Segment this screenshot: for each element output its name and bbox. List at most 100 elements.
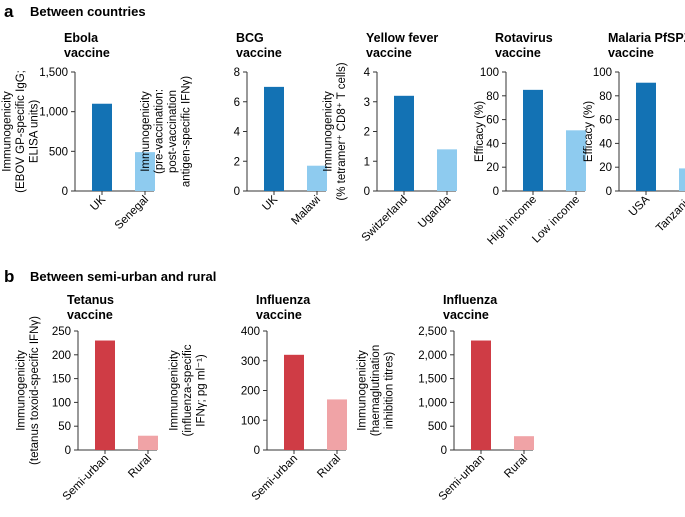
panel-a-header: a Between countries bbox=[4, 2, 146, 21]
category-label: UK bbox=[260, 193, 280, 213]
bar-uk bbox=[264, 86, 284, 191]
chart-title-line: Influenza bbox=[443, 293, 498, 307]
chart-title-line: Rotavirus bbox=[495, 31, 553, 45]
chart-title: Yellow fever vaccine bbox=[366, 31, 438, 60]
chart-title-line: vaccine bbox=[495, 46, 541, 60]
y-axis-label-line: Immunogenicity bbox=[140, 91, 152, 172]
chart-title-line: Malaria PfSPZ bbox=[608, 31, 685, 45]
panel-a-letter: a bbox=[4, 2, 14, 21]
bar-semi-urban bbox=[95, 340, 115, 450]
bar-uk bbox=[92, 103, 112, 191]
y-tick-label: 200 bbox=[241, 386, 260, 398]
y-axis-label-line: Efficacy (%) bbox=[474, 101, 486, 162]
y-tick-label: 0 bbox=[62, 186, 68, 198]
bar-usa bbox=[636, 82, 656, 191]
y-tick-label: 300 bbox=[241, 356, 260, 368]
panel-b-letter: b bbox=[4, 267, 14, 286]
chart-yellow-fever: Yellow fever vaccine Immunogenicity (% tetr… bbox=[322, 31, 457, 244]
y-tick-label: 40 bbox=[486, 138, 499, 150]
category-label: Rural bbox=[126, 453, 154, 481]
bar-rural bbox=[514, 436, 534, 450]
bar-rural bbox=[138, 435, 158, 450]
bar-senegal bbox=[135, 152, 155, 191]
bar-rural bbox=[327, 399, 347, 450]
bar-malawi bbox=[307, 165, 327, 191]
y-axis-label-line: Immunogenicity bbox=[322, 91, 334, 172]
y-tick-label: 4 bbox=[234, 127, 241, 139]
category-label: Switzerland bbox=[360, 194, 411, 245]
y-axis-label-line: antigen-specific IFNγ) bbox=[180, 76, 192, 187]
bar-semi-urban bbox=[284, 354, 304, 450]
y-axis-label-line: (pre-vaccination: bbox=[153, 89, 165, 174]
y-axis-label: Immunogenicity (influenza-specific IFNγ; p… bbox=[169, 344, 208, 436]
y-tick-label: 2 bbox=[364, 127, 370, 139]
y-tick-label: 200 bbox=[52, 350, 71, 362]
y-tick-label: 1,000 bbox=[418, 397, 447, 409]
y-tick-label: 2 bbox=[234, 156, 240, 168]
chart-title-line: Tetanus bbox=[67, 293, 114, 307]
y-tick-label: 3 bbox=[364, 97, 370, 109]
category-label: Senegal bbox=[113, 194, 151, 232]
y-axis-label: Immunogenicity (EBOV GP-specific IgG; ELIS… bbox=[2, 70, 41, 193]
y-tick-label: 2,500 bbox=[418, 326, 447, 338]
y-tick-label: 0 bbox=[234, 186, 240, 198]
y-axis-label: Immunogenicity (% tetramer⁺ CD8⁺ T cells) bbox=[322, 62, 348, 200]
y-tick-label: 100 bbox=[480, 67, 499, 79]
y-tick-label: 150 bbox=[52, 374, 71, 386]
y-tick-label: 20 bbox=[486, 162, 499, 174]
chart-title: Tetanus vaccine bbox=[67, 293, 114, 322]
chart-title-line: vaccine bbox=[608, 46, 654, 60]
chart-bcg: BCG vaccine Immunogenicity (pre-vaccination… bbox=[140, 31, 327, 227]
y-tick-label: 0 bbox=[364, 186, 370, 198]
category-label: UK bbox=[88, 193, 108, 213]
y-tick-label: 400 bbox=[241, 326, 260, 338]
category-label: Semi-urban bbox=[437, 453, 488, 504]
chart-title: Influenza vaccine bbox=[443, 293, 498, 322]
bar-switzerland bbox=[394, 95, 414, 191]
category-label: Semi-urban bbox=[250, 453, 301, 504]
category-label: Uganda bbox=[416, 193, 453, 230]
y-axis-label: Immunogenicity (pre-vaccination: post-vacc… bbox=[140, 76, 193, 187]
bar-low-income bbox=[566, 130, 586, 191]
chart-influenza-ifn: Influenza vaccine Immunogenicity (influenza… bbox=[169, 293, 347, 504]
y-axis-label-line: (EBOV GP-specific IgG; bbox=[15, 70, 27, 193]
y-tick-label: 0 bbox=[254, 445, 260, 457]
category-label: Rural bbox=[502, 453, 530, 481]
bar-high-income bbox=[523, 89, 543, 191]
y-axis-label-line: IFNγ; pg ml⁻¹) bbox=[196, 354, 208, 427]
bar-uganda bbox=[437, 149, 457, 191]
y-tick-label: 20 bbox=[599, 162, 612, 174]
y-axis-label: Efficacy (%) bbox=[474, 101, 486, 162]
y-tick-label: 4 bbox=[364, 67, 371, 79]
y-tick-label: 0 bbox=[606, 186, 612, 198]
y-tick-label: 8 bbox=[234, 67, 240, 79]
y-tick-label: 80 bbox=[599, 91, 612, 103]
bar-semi-urban bbox=[471, 340, 491, 450]
y-tick-label: 100 bbox=[52, 397, 71, 409]
y-tick-label: 1,500 bbox=[39, 67, 68, 79]
y-axis-label-line: Immunogenicity bbox=[2, 91, 14, 172]
y-tick-label: 100 bbox=[593, 67, 612, 79]
chart-malaria: Malaria PfSPZ vaccine Efficacy (%) 0 20 40 60 8… bbox=[583, 31, 685, 235]
y-axis-label-line: (% tetramer⁺ CD8⁺ T cells) bbox=[336, 62, 348, 200]
chart-title-line: vaccine bbox=[443, 308, 489, 322]
y-tick-label: 0 bbox=[493, 186, 499, 198]
y-tick-label: 2,000 bbox=[418, 350, 447, 362]
y-axis-label-line: post-vaccination bbox=[167, 90, 179, 173]
y-tick-label: 100 bbox=[241, 415, 260, 427]
category-label: Semi-urban bbox=[61, 453, 112, 504]
y-axis-label-line: (influenza-specific bbox=[182, 344, 194, 436]
category-label: Malawi bbox=[289, 194, 323, 228]
chart-influenza-hai: Influenza vaccine Immunogenicity (haemaglut… bbox=[357, 293, 534, 504]
category-label: USA bbox=[627, 193, 652, 218]
chart-title-line: vaccine bbox=[366, 46, 412, 60]
category-label: High income bbox=[485, 194, 539, 248]
chart-title-line: vaccine bbox=[256, 308, 302, 322]
chart-title-line: Ebola bbox=[64, 31, 99, 45]
panel-a-title: Between countries bbox=[30, 4, 146, 19]
bar-tanzania bbox=[679, 168, 685, 191]
chart-title: BCG vaccine bbox=[236, 31, 282, 60]
